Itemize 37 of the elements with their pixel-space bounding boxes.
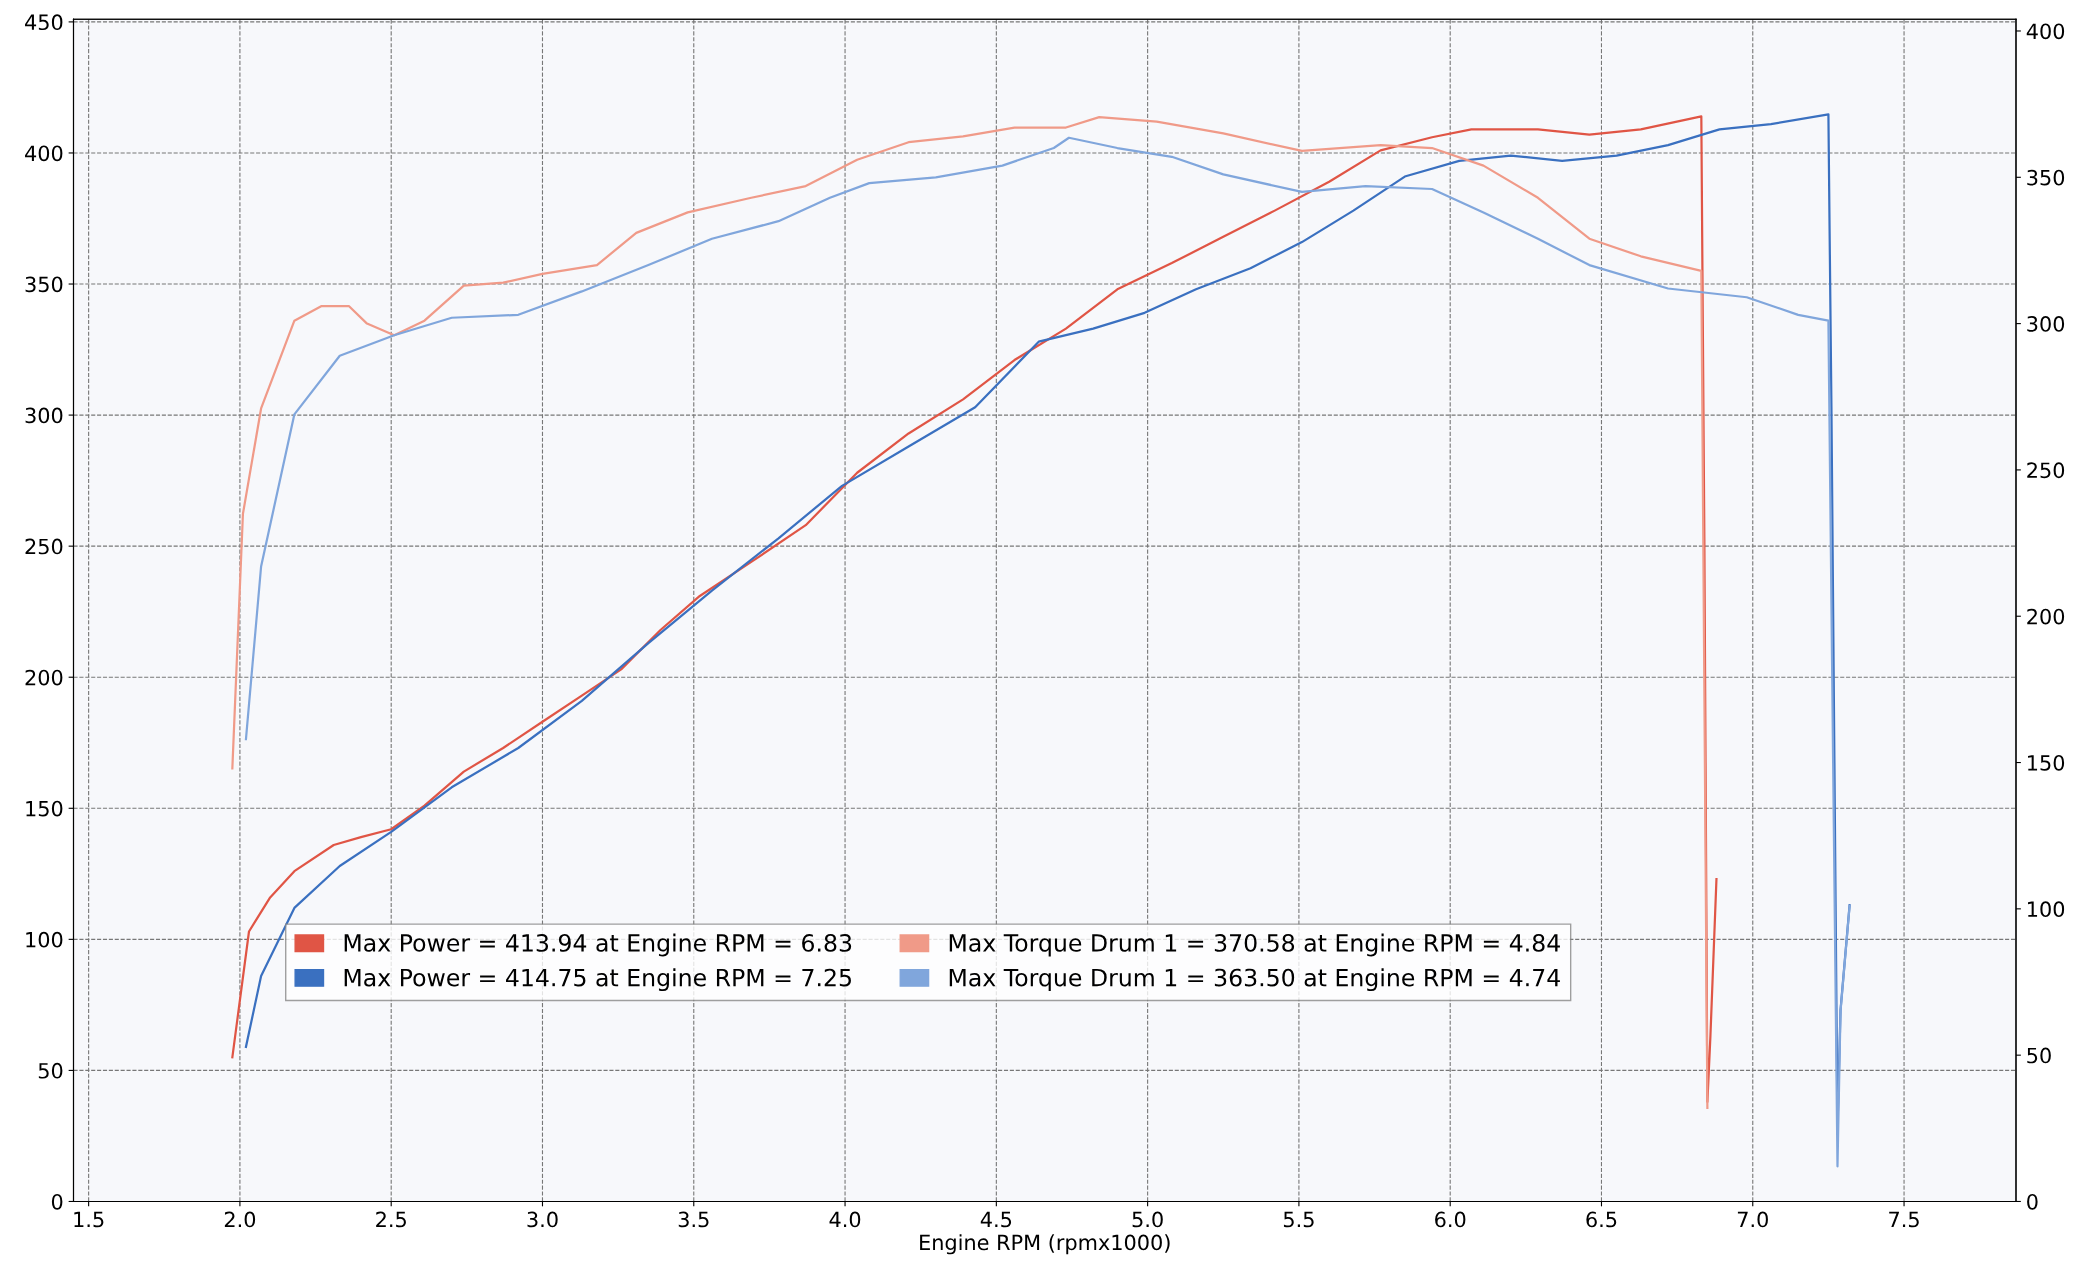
x-tick-label: 3.5 [678,1211,709,1228]
y2-tick-label: 0 [2027,1193,2038,1210]
y-tick-label: 450 [25,14,63,31]
x-tick-label: 7.0 [1737,1211,1768,1228]
x-tick-label: 5.0 [1132,1211,1163,1228]
x-tick-label: 5.5 [1283,1211,1314,1228]
y-tick-label: 200 [25,669,63,686]
y-tick-label: 150 [26,800,63,817]
y2-tick-label: 350 [2027,169,2065,186]
x-tick-label: 6.0 [1435,1211,1466,1228]
x-tick-label: 3.0 [527,1211,558,1228]
y2-tick-label: 50 [2027,1047,2051,1064]
x-tick-label: 4.0 [829,1211,861,1228]
x-tick-label: 1.5 [74,1211,104,1228]
legend-label: Max Power = 413.94 at Engine RPM = 6.83 [344,933,852,957]
legend-label: Max Torque Drum 1 = 363.50 at Engine RPM = 4.74 [949,968,1560,992]
x-axis-title: Engine RPM (rpmx1000) [920,1234,1170,1255]
y-tick-label: 250 [25,538,63,555]
y2-tick-label: 400 [2026,23,2065,40]
y2-tick-label: 250 [2027,462,2065,479]
y2-tick-label: 300 [2027,316,2065,332]
x-tick-label: 7.5 [1889,1211,1919,1228]
x-tick-label: 2.0 [224,1211,256,1228]
x-tick-label: 4.5 [980,1211,1012,1228]
y-tick-label: 50 [38,1062,63,1079]
y2-tick-label: 200 [2027,608,2065,625]
y-tick-label: 300 [25,407,63,424]
y2-tick-label: 150 [2028,754,2065,771]
y2-tick-label: 100 [2028,901,2065,918]
y-tick-label: 100 [26,931,63,948]
x-tick-label: 2.5 [376,1211,406,1228]
y-tick-label: 0 [51,1193,63,1210]
y-tick-label: 350 [25,276,63,293]
legend-label: Max Torque Drum 1 = 370.58 at Engine RPM = 4.84 [949,933,1560,957]
y-tick-label: 400 [25,145,63,162]
legend-label: Max Power = 414.75 at Engine RPM = 7.25 [344,968,851,992]
x-tick-label: 6.5 [1586,1211,1617,1228]
